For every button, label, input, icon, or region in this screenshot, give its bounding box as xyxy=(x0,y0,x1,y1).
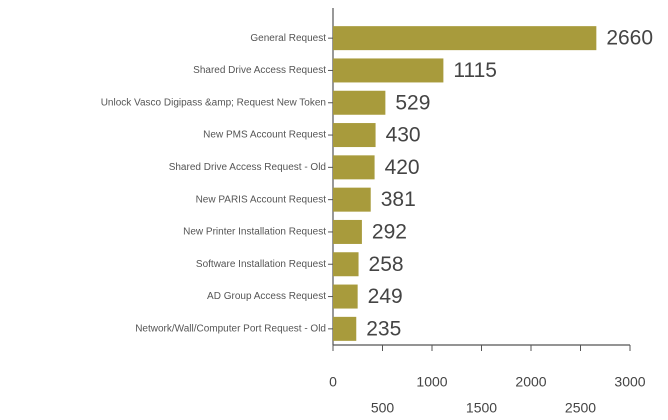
bar xyxy=(333,284,358,309)
y-tick-label: AD Group Access Request xyxy=(207,291,326,302)
y-tick-label: Shared Drive Access Request xyxy=(193,65,326,76)
value-label: 529 xyxy=(395,91,430,114)
y-tick-label: New PARIS Account Request xyxy=(196,194,327,205)
bar xyxy=(333,26,597,51)
bar xyxy=(333,187,371,212)
x-tick-label: 0 xyxy=(329,374,337,390)
value-label: 2660 xyxy=(606,27,653,50)
bar xyxy=(333,155,375,180)
x-tick-label: 3000 xyxy=(614,374,645,390)
x-tick-label: 1500 xyxy=(466,400,497,416)
y-tick-label: Unlock Vasco Digipass &amp; Request New … xyxy=(101,97,326,108)
bar xyxy=(333,219,362,244)
x-tick-label: 1000 xyxy=(416,374,447,390)
bar xyxy=(333,252,359,277)
bar xyxy=(333,90,386,115)
y-tick-label: Network/Wall/Computer Port Request - Old xyxy=(135,323,326,334)
x-tick-label: 500 xyxy=(371,400,395,416)
value-label: 1115 xyxy=(453,59,497,82)
x-tick-label: 2500 xyxy=(565,400,596,416)
bar xyxy=(333,316,357,341)
value-label: 420 xyxy=(385,156,420,179)
y-tick-label: Shared Drive Access Request - Old xyxy=(169,162,326,173)
bar xyxy=(333,123,376,148)
y-tick-label: New PMS Account Request xyxy=(203,130,326,141)
y-tick-label: New Printer Installation Request xyxy=(183,227,326,238)
value-label: 249 xyxy=(368,285,403,308)
value-label: 381 xyxy=(381,188,416,211)
value-label: 430 xyxy=(386,124,421,147)
x-tick-label: 2000 xyxy=(515,374,546,390)
y-tick-label: Software Installation Request xyxy=(196,259,326,270)
value-label: 235 xyxy=(366,317,401,340)
y-tick-label: General Request xyxy=(250,33,326,44)
value-label: 292 xyxy=(372,220,407,243)
bar xyxy=(333,58,444,83)
value-label: 258 xyxy=(369,253,404,276)
